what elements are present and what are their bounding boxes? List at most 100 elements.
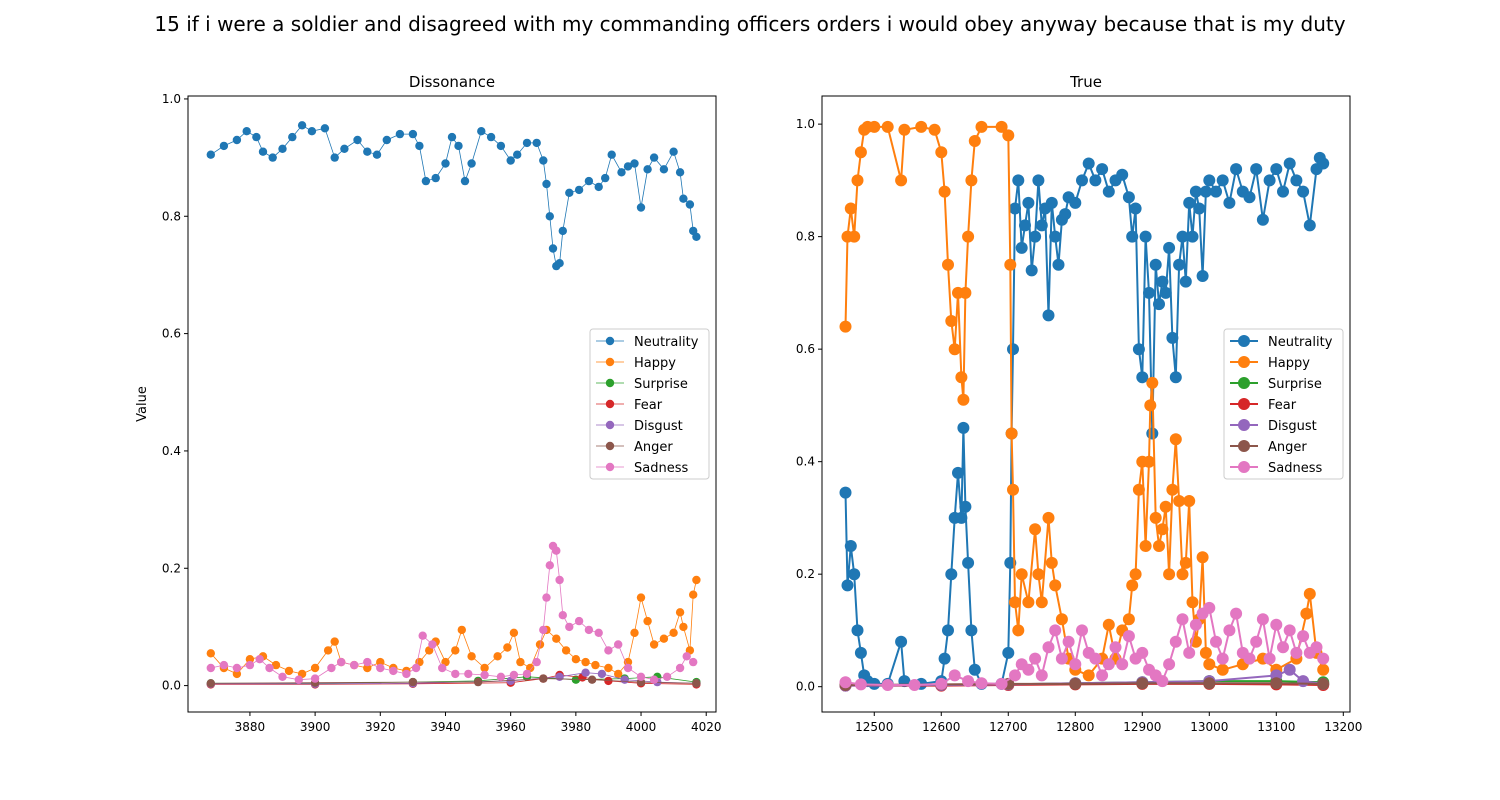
data-point-neutrality (1029, 230, 1042, 243)
data-point-neutrality (1089, 174, 1102, 187)
data-point-neutrality (959, 500, 972, 513)
data-point-sadness (532, 657, 541, 667)
data-point-happy (1179, 556, 1192, 569)
data-point-neutrality (594, 182, 603, 192)
x-tick-label: 12800 (1056, 720, 1094, 734)
data-point-disgust (1283, 663, 1296, 676)
data-point-sadness (1156, 675, 1169, 688)
data-point-sadness (1256, 613, 1269, 626)
legend-marker (605, 420, 615, 430)
data-point-happy (1082, 669, 1095, 682)
data-point-happy (1143, 455, 1155, 468)
data-point-happy (1173, 495, 1186, 507)
panel-dissonance: 3880 3900 3920 3940 3960 3980 4000 4020 0.0 0.2 0.… (135, 73, 721, 734)
data-point-neutrality (363, 147, 372, 156)
data-point-happy (839, 320, 852, 333)
data-point-sadness (555, 575, 564, 585)
data-point-disgust (597, 669, 607, 679)
data-point-happy (1159, 500, 1172, 513)
data-point-anger (1136, 677, 1149, 690)
data-point-happy (935, 146, 948, 159)
data-point-happy (467, 652, 476, 661)
data-point-happy (509, 628, 519, 637)
data-point-sadness (1136, 646, 1149, 659)
data-point-happy (895, 174, 908, 187)
legend-label: Anger (1268, 440, 1307, 455)
data-point-happy (1317, 663, 1330, 676)
data-point-neutrality (496, 141, 506, 151)
legend-label: Neutrality (634, 335, 699, 350)
data-point-happy (1216, 663, 1229, 676)
legend-label: Happy (634, 356, 676, 371)
data-point-sadness (689, 657, 698, 667)
data-point-happy (363, 663, 372, 673)
data-point-neutrality (679, 194, 688, 203)
data-point-neutrality (1143, 286, 1155, 299)
data-point-happy (928, 123, 941, 136)
data-point-neutrality (558, 226, 567, 236)
data-point-neutrality (340, 144, 349, 153)
data-point-neutrality (539, 156, 548, 165)
data-point-happy (965, 174, 978, 187)
x-tick-label: 3880 (235, 720, 266, 734)
data-point-sadness (1122, 630, 1135, 643)
data-point-happy (968, 135, 981, 147)
data-point-sadness (1029, 652, 1042, 665)
data-point-neutrality (1076, 174, 1088, 187)
data-point-neutrality (307, 127, 317, 136)
data-point-sadness (1243, 652, 1256, 665)
data-point-sadness (604, 646, 613, 655)
data-point-sadness (496, 672, 506, 681)
data-point-sadness (881, 679, 894, 691)
legend-label: Fear (1268, 398, 1297, 413)
data-point-neutrality (1256, 213, 1269, 226)
data-point-sadness (1116, 658, 1129, 671)
data-point-happy (232, 669, 242, 679)
series-neutrality (839, 151, 1330, 690)
data-point-neutrality (669, 147, 678, 156)
data-point-happy (957, 393, 970, 406)
data-point-neutrality (522, 138, 532, 148)
data-point-sadness (350, 660, 359, 670)
data-point-sadness (594, 628, 603, 637)
data-point-neutrality (252, 132, 261, 142)
data-point-neutrality (1297, 185, 1310, 198)
legend-item-neutrality: Neutrality (596, 335, 699, 350)
data-point-happy (1183, 495, 1196, 507)
data-point-neutrality (965, 624, 978, 637)
data-point-sadness (552, 546, 561, 555)
data-point-happy (630, 628, 639, 637)
data-point-neutrality (447, 132, 457, 142)
legend-marker (1238, 461, 1250, 473)
data-point-anger (1270, 677, 1283, 690)
data-point-anger (692, 679, 701, 688)
data-point-neutrality (1277, 185, 1289, 198)
data-point-sadness (1035, 669, 1048, 682)
data-point-sadness (1042, 641, 1055, 654)
data-point-anger (206, 679, 215, 688)
panel-true: 12500 12600 12700 12800 12900 13000 13100 13200… (796, 73, 1362, 734)
data-point-neutrality (675, 168, 685, 177)
data-point-neutrality (1153, 298, 1165, 311)
y-tick-label: 0.8 (796, 230, 815, 244)
data-point-happy (938, 185, 951, 198)
legend-label: Neutrality (1268, 335, 1333, 350)
data-point-neutrality (844, 540, 857, 552)
series-line-anger (845, 682, 1324, 686)
data-point-happy (948, 343, 961, 356)
data-point-neutrality (1059, 208, 1072, 221)
data-point-neutrality (636, 203, 646, 212)
data-point-neutrality (848, 568, 861, 581)
series-happy (839, 120, 1330, 682)
data-point-neutrality (421, 176, 431, 186)
y-axis-label: Value (135, 386, 150, 422)
data-point-neutrality (1166, 331, 1179, 344)
data-point-sadness (278, 672, 287, 681)
data-point-neutrality (1203, 174, 1216, 187)
legend-item-anger: Anger (1230, 440, 1307, 455)
data-point-neutrality (895, 635, 908, 648)
figure-title: 15 if i were a soldier and disagreed wit… (154, 12, 1346, 36)
data-point-happy (898, 123, 911, 136)
x-tick-label: 13100 (1257, 720, 1295, 734)
data-point-neutrality (1146, 427, 1159, 440)
